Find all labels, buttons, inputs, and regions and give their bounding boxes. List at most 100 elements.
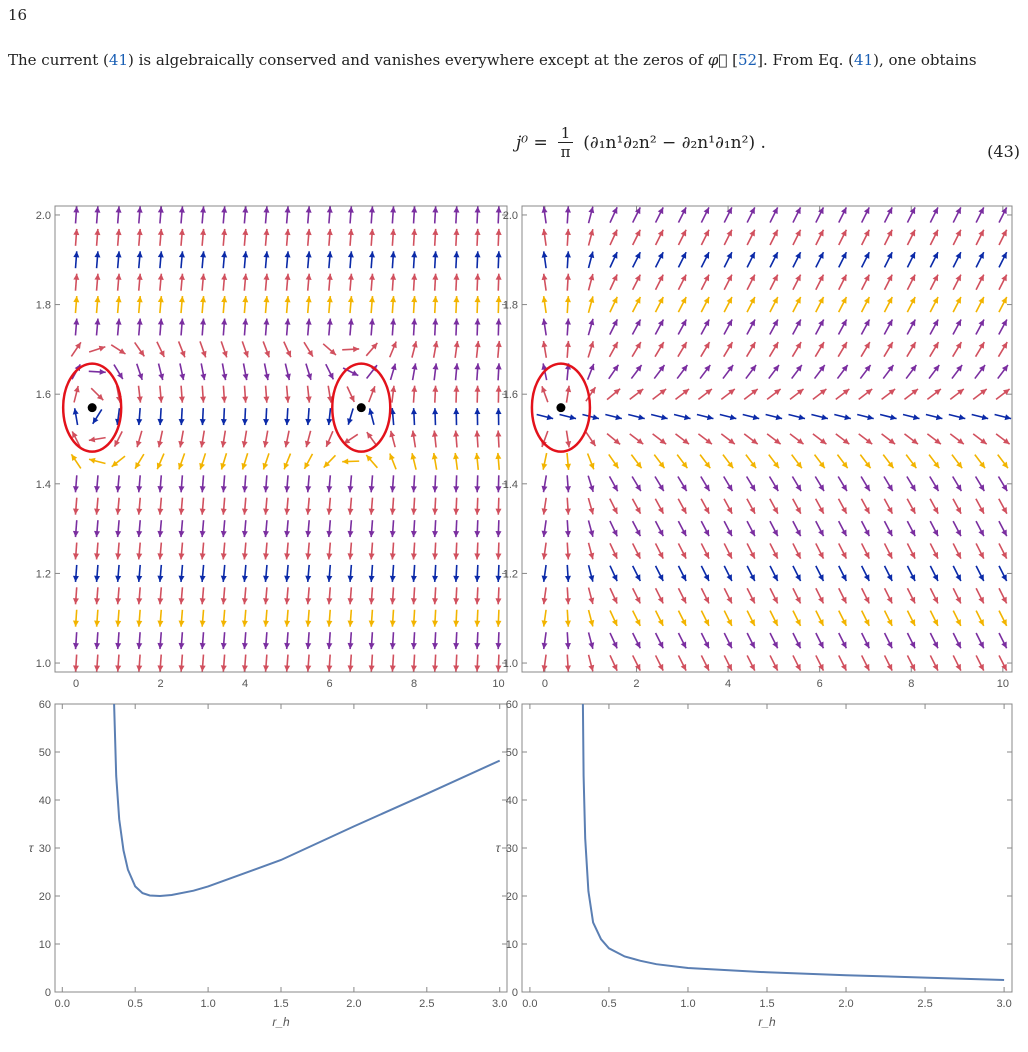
arrow-head [431,453,438,460]
field-arrow [411,228,418,246]
arrow-head [199,553,206,560]
field-arrow [723,565,733,582]
field-arrow [136,564,143,582]
arrow-head [241,620,248,627]
arrow-head [726,252,732,259]
arrow-head [137,373,144,380]
field-arrow [369,228,375,246]
arrow-head [680,663,687,671]
arrow-head [703,342,710,349]
arrow-head [541,463,548,470]
field-arrow [284,296,291,314]
arrow-head [886,574,893,582]
arrow-head [1001,461,1008,469]
arrow-head [863,252,870,259]
field-arrow [263,564,269,582]
field-arrow [975,587,985,604]
citation-link[interactable]: 52 [738,51,758,69]
arrow-head [1001,574,1007,582]
x-tick-label: 8 [908,678,914,690]
field-arrow [94,542,101,560]
field-arrow [746,207,756,223]
field-arrow [952,296,962,313]
arrow-head [115,530,122,538]
arrow-head [772,229,778,237]
arrow-head [956,364,963,372]
field-arrow [474,542,481,560]
field-arrow [495,318,502,336]
arrow-head [772,319,778,327]
field-arrow [111,455,126,468]
arrow-head [284,228,291,236]
arrow-head [285,350,292,358]
arrow-head [978,252,984,259]
arrow-head [347,206,354,213]
arrow-head [73,385,80,393]
field-arrow [410,475,417,493]
field-arrow [975,520,985,537]
paragraph-text: ]. From Eq. ( [757,51,855,69]
field-arrow [73,385,80,403]
arrow-head [680,484,687,492]
arrow-head [98,345,106,352]
field-arrow [906,655,916,671]
field-arrow [178,318,185,336]
field-arrow [699,454,711,469]
field-arrow [157,520,164,538]
arrow-head [727,364,734,372]
field-arrow [474,318,481,336]
arrow-head [611,252,618,259]
arrow-head [432,296,439,303]
arrow-head [703,252,710,259]
field-arrow [929,207,939,223]
arrow-head [263,228,270,236]
arrow-head [886,229,893,237]
field-arrow [812,433,827,445]
field-arrow [769,632,779,649]
field-arrow [390,385,397,403]
arrow-head [634,274,641,282]
arrow-head [178,462,184,470]
field-arrow [929,655,939,671]
x-tick-label: 0.0 [522,998,537,1010]
x-tick-label: 6 [817,678,823,690]
arrow-head [390,206,397,213]
field-arrow [242,273,249,291]
field-arrow [432,408,439,426]
field-arrow [94,654,101,672]
arrow-head [978,619,984,626]
field-arrow [631,341,642,358]
field-arrow [608,341,619,358]
arrow-head [263,620,270,627]
arrow-head [94,486,101,493]
field-arrow [136,632,143,650]
field-arrow [220,654,227,672]
equation-ref-link[interactable]: 41 [854,51,874,69]
field-arrow [836,364,849,380]
y-tick-label: 1.0 [36,658,51,670]
field-arrow [723,341,734,358]
arrow-head [111,460,119,467]
arrow-head [541,485,548,493]
arrow-head [115,228,122,236]
arrow-head [749,529,755,537]
arrow-head [546,414,554,421]
field-arrow [608,453,620,469]
field-arrow [883,587,893,604]
field-arrow [929,229,939,246]
arrow-head [241,508,248,515]
field-arrow [837,274,848,291]
field-arrow [652,433,667,445]
y-tick-label: 50 [506,747,518,759]
arrow-head [774,438,781,445]
arrow-head [73,296,80,303]
equation-ref-link[interactable]: 41 [108,51,128,69]
field-arrow [178,273,185,291]
field-arrow [746,543,756,559]
fraction-denominator: π [560,143,571,161]
arrow-head [818,641,824,649]
arrow-head [749,252,755,259]
arrow-head [72,408,79,415]
arrow-head [284,620,291,627]
arrow-head [611,207,618,214]
